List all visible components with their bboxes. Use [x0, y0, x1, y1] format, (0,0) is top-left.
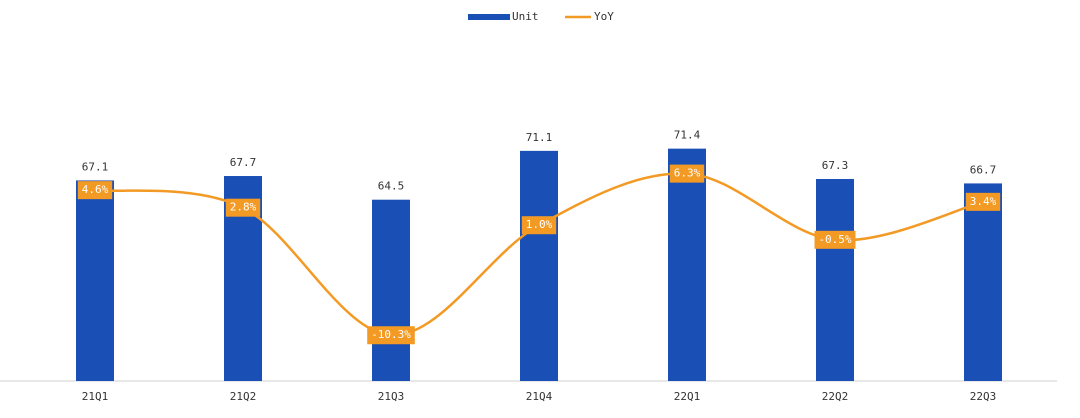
data-label: 6.3%	[674, 167, 701, 180]
data-label: 2.8%	[230, 201, 257, 214]
x-tick-label: 22Q3	[970, 390, 997, 403]
label-bg	[367, 326, 415, 345]
bar	[964, 183, 1002, 381]
data-label-box: 2.8%	[225, 198, 261, 217]
bar	[668, 148, 706, 381]
data-label-box: -0.5%	[814, 230, 856, 249]
label-bg	[669, 164, 705, 183]
data-label: 64.5	[378, 180, 405, 193]
data-label: 71.4	[674, 129, 701, 142]
data-label: -10.3%	[371, 328, 411, 341]
x-tick-label: 21Q3	[378, 390, 405, 403]
x-tick-label: 22Q2	[822, 390, 849, 403]
data-label-box: 4.6%	[77, 181, 113, 200]
data-label: -0.5%	[818, 233, 851, 246]
bar	[76, 180, 114, 381]
data-label: 66.7	[970, 163, 997, 176]
label-bg	[225, 198, 261, 217]
label-bg	[814, 230, 856, 249]
data-label: 3.4%	[970, 195, 997, 208]
data-label: 67.3	[822, 159, 849, 172]
data-label-box: 3.4%	[965, 192, 1001, 211]
data-label: 67.7	[230, 156, 257, 169]
label-bg	[521, 216, 557, 235]
label-bg	[77, 181, 113, 200]
data-label-box: 1.0%	[521, 216, 557, 235]
label-bg	[965, 192, 1001, 211]
legend-swatch	[468, 14, 510, 20]
data-label: 1.0%	[526, 218, 553, 231]
data-label: 71.1	[526, 131, 553, 144]
bar	[372, 199, 410, 381]
data-label: 4.6%	[82, 183, 109, 196]
x-tick-label: 21Q4	[526, 390, 553, 403]
data-label-box: -10.3%	[367, 326, 415, 345]
bar	[816, 178, 854, 381]
bar	[520, 150, 558, 381]
x-tick-label: 21Q2	[230, 390, 257, 403]
legend-label: YoY	[594, 10, 614, 23]
data-label: 67.1	[82, 160, 109, 173]
data-label-box: 6.3%	[669, 164, 705, 183]
legend-label: Unit	[512, 10, 539, 23]
x-tick-label: 22Q1	[674, 390, 701, 403]
x-tick-label: 21Q1	[82, 390, 109, 403]
